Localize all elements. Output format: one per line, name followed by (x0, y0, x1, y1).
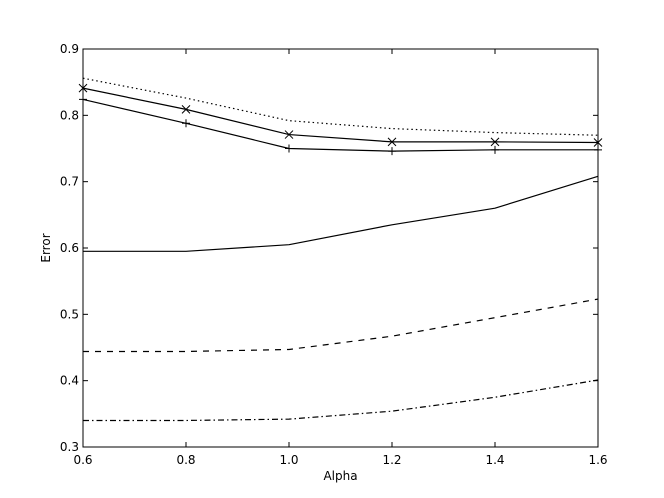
plot-area (83, 49, 598, 447)
series-layer (78, 77, 603, 422)
series-line (83, 298, 599, 353)
plot-frame (82, 48, 599, 448)
x-marker (387, 137, 397, 147)
y-tick-label: 0.8 (60, 108, 79, 122)
x-tick-label: 1.2 (382, 453, 401, 467)
x-axis-label: Alpha (323, 469, 357, 483)
y-tick-label: 0.9 (60, 42, 79, 56)
y-tick-label: 0.5 (60, 307, 79, 321)
y-tick-label: 0.6 (60, 241, 79, 255)
x-tick-label: 1.6 (588, 453, 607, 467)
y-tick-label: 0.4 (60, 374, 79, 388)
x-marker (181, 105, 191, 114)
y-axis-label: Error (39, 233, 53, 262)
series-line (82, 77, 599, 136)
ticks-layer: 0.6 0.8 1.0 1.2 1.4 1.6 0.3 0.4 0.5 0.6 0.7 0.8 0.9 (60, 42, 608, 467)
series-solid-3 (83, 175, 599, 252)
plus-marker (388, 147, 396, 156)
plus-marker (285, 144, 293, 153)
x-marker (490, 137, 500, 147)
series-dashdot-5 (83, 379, 599, 422)
y-tick-label: 0.3 (60, 440, 79, 454)
x-marker (284, 130, 294, 139)
series-line (83, 175, 599, 252)
x-tick-label: 0.6 (73, 453, 92, 467)
series-dotted-0 (82, 77, 599, 136)
series-line (82, 87, 599, 144)
y-tick-label: 0.7 (60, 175, 79, 189)
series-line (83, 379, 599, 422)
plus-marker (491, 145, 499, 154)
series-line (82, 98, 598, 152)
x-tick-label: 0.8 (176, 453, 195, 467)
plus-marker (182, 119, 190, 128)
x-tick-label: 1.4 (485, 453, 504, 467)
series-dashed-4 (83, 298, 599, 353)
x-tick-label: 1.0 (279, 453, 298, 467)
